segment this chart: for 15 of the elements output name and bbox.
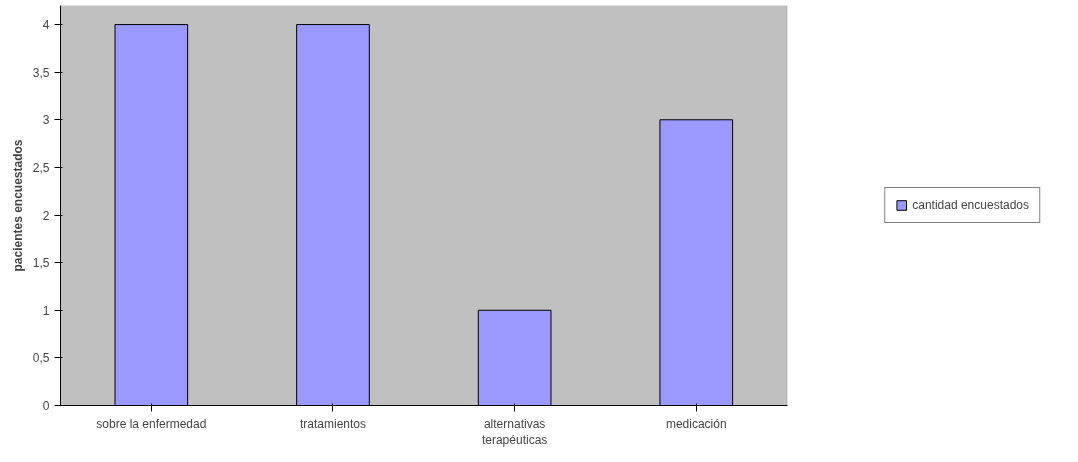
y-tick-label: 3,5	[32, 65, 50, 80]
y-tick-label: 2,5	[32, 160, 50, 175]
legend-label: cantidad encuestados	[912, 198, 1029, 212]
x-tick-label: alternativas terapéuticas	[481, 416, 548, 448]
y-tick-label: 1,5	[32, 256, 50, 271]
y-tick-label: 2	[42, 208, 50, 223]
x-tick-label: tratamientos	[299, 416, 366, 431]
y-tick-label: 4	[42, 18, 50, 33]
y-tick-label: 0,5	[32, 351, 50, 366]
x-tick-label: medicación	[665, 416, 727, 431]
y-axis-title: pacientes encuestados	[10, 139, 25, 272]
x-tick-label: sobre la enfermedad	[96, 416, 207, 431]
y-tick-label: 0	[42, 399, 50, 413]
y-tick-label: 1	[42, 303, 50, 318]
y-tick-label: 3	[42, 113, 50, 128]
